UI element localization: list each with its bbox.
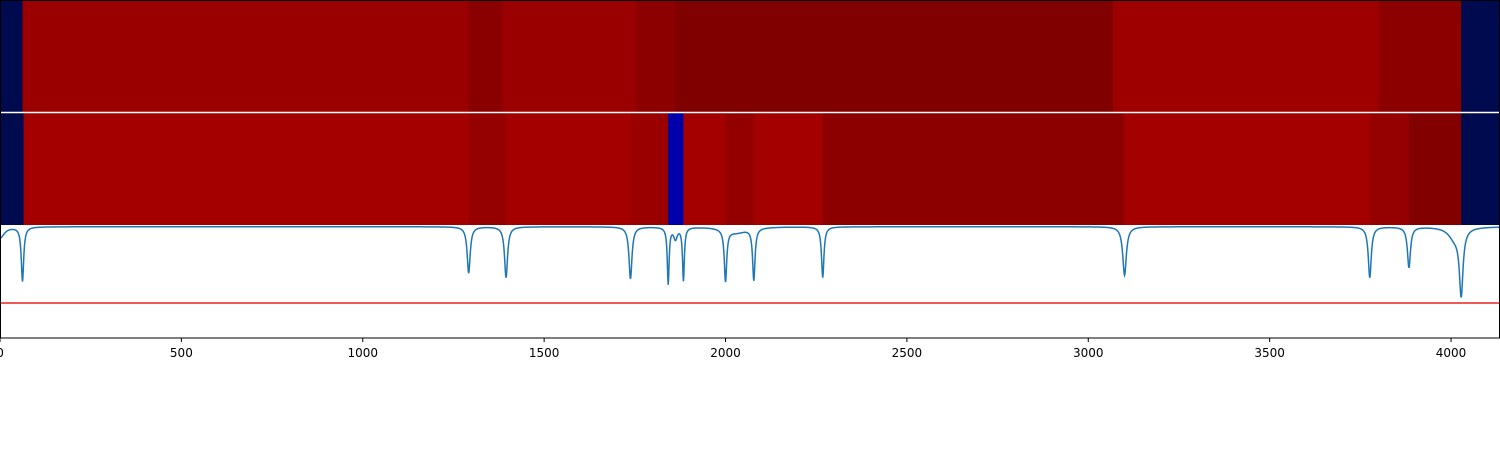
x-tick-label-4000: 4000 — [1436, 346, 1467, 360]
heatmap-cell-bottom-9 — [822, 112, 1126, 225]
x-axis: 0 500 1000 1500 2000 2500 3000 3500 4000 — [0, 338, 1466, 360]
heatmap-cell-bottom-1 — [23, 112, 470, 225]
heatmap-cell-bottom-12 — [1408, 112, 1462, 225]
heatmap-cell-bottom-6 — [683, 112, 727, 225]
heatmap-cell-top-1 — [22, 0, 470, 113]
heatmap-cell-bottom-13 — [1461, 112, 1500, 225]
heatmap-cell-bottom-0 — [0, 112, 25, 225]
heatmap-cell-top-8 — [1461, 0, 1500, 113]
heatmap-panel-top — [0, 0, 1500, 113]
heatmap-cell-bottom-3 — [506, 112, 631, 225]
heatmap-cell-bottom-5 — [668, 112, 684, 225]
heatmap-cell-bottom-11 — [1369, 112, 1410, 225]
heatmap-cell-bottom-4 — [630, 112, 669, 225]
heatmap-cell-top-7 — [1378, 0, 1462, 113]
x-tick-label-0: 0 — [0, 346, 4, 360]
line-plot-panel — [0, 225, 1500, 338]
heatmap-cell-top-0 — [0, 0, 23, 113]
heatmap-cell-bottom-7 — [725, 112, 755, 225]
heatmap-cell-top-5 — [674, 0, 1114, 113]
heatmap-cell-bottom-2 — [468, 112, 507, 225]
x-tick-label-1000: 1000 — [347, 346, 378, 360]
x-tick-label-2500: 2500 — [892, 346, 923, 360]
signal-line — [0, 225, 1500, 298]
x-tick-label-3500: 3500 — [1254, 346, 1285, 360]
heatmap-panel-bottom — [0, 112, 1500, 225]
x-tick-label-2000: 2000 — [710, 346, 741, 360]
heatmap-cell-top-2 — [468, 0, 503, 113]
line-plot-background — [0, 225, 1500, 338]
x-tick-label-3000: 3000 — [1073, 346, 1104, 360]
heatmap-cell-top-4 — [636, 0, 676, 113]
x-tick-label-500: 500 — [170, 346, 193, 360]
heatmap-cell-bottom-8 — [753, 112, 824, 225]
x-tick-label-1500: 1500 — [529, 346, 560, 360]
heatmap-cell-top-6 — [1112, 0, 1379, 113]
heatmap-cell-top-3 — [502, 0, 638, 113]
heatmap-cell-bottom-10 — [1124, 112, 1371, 225]
